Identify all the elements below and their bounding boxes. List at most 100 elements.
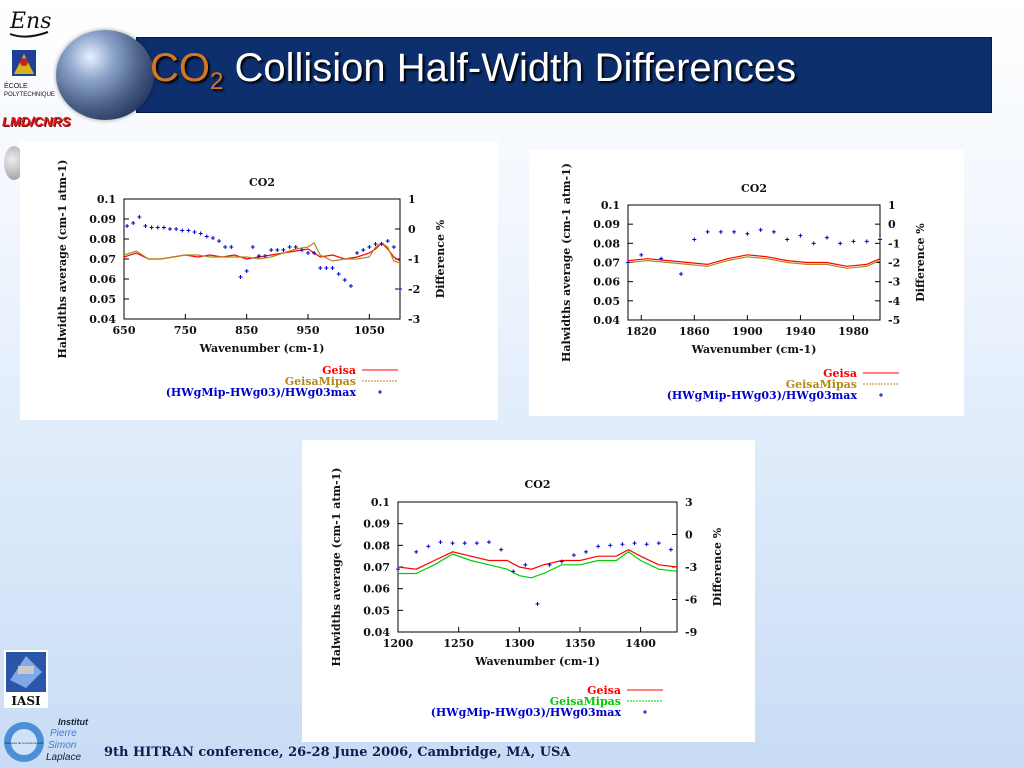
- y-tick-label: 0.09: [363, 518, 390, 531]
- data-point: [620, 542, 625, 547]
- data-point: [771, 229, 776, 234]
- series-line-1: [398, 551, 678, 579]
- ens-logo-text: Ens: [9, 9, 52, 34]
- y2-axis-label: Difference %: [434, 219, 447, 298]
- series-line-0: [397, 549, 678, 570]
- ipsl-simon: Simon: [48, 740, 77, 751]
- data-point: [705, 229, 710, 234]
- data-point: [348, 284, 353, 288]
- data-point: [168, 227, 172, 231]
- x-tick-label: 1300: [504, 637, 535, 650]
- y2-tick-label: -2: [888, 257, 900, 270]
- data-point: [758, 227, 763, 232]
- data-point: [373, 242, 378, 246]
- data-point: [659, 256, 664, 261]
- y-tick-label: 0.1: [371, 496, 390, 509]
- y-tick-label: 0.08: [89, 233, 116, 246]
- data-point: [355, 251, 360, 255]
- data-point: [547, 562, 552, 567]
- y2-tick-label: -9: [685, 626, 697, 639]
- ens-logo: Ens: [9, 9, 52, 38]
- y-tick-label: 0.06: [363, 583, 390, 596]
- y-tick-label: 0.04: [89, 313, 116, 326]
- y-tick-label: 0.08: [593, 237, 620, 250]
- y-tick-label: 0.07: [363, 561, 390, 574]
- ecole-text: ÉCOLE: [4, 81, 28, 90]
- y2-tick-label: -3: [408, 313, 420, 326]
- data-point: [306, 251, 310, 255]
- series-line-1: [627, 256, 881, 269]
- ipsl-logo: Sciences de l'environnement Institut Pie…: [4, 717, 89, 763]
- y2-tick-label: 3: [685, 496, 693, 509]
- y-tick-label: 0.04: [593, 314, 620, 327]
- y-tick-label: 0.05: [363, 604, 390, 617]
- data-point: [584, 549, 589, 554]
- y2-tick-label: -3: [685, 561, 697, 574]
- ipsl-badge-text: Sciences de l'environnement: [5, 741, 43, 745]
- data-point: [256, 254, 261, 258]
- legend-swatch-2: [879, 393, 883, 397]
- data-point: [559, 559, 564, 564]
- y-tick-label: 0.06: [89, 273, 116, 286]
- data-point: [269, 248, 274, 252]
- chart-panel-1: CO2 650 750 850 950 1050 0.04 0.05 0.06 0.07 0.08 0…: [20, 141, 498, 420]
- data-point: [281, 248, 286, 252]
- data-point: [596, 544, 601, 549]
- data-point: [798, 233, 803, 238]
- y2-tick-label: 0: [888, 218, 896, 231]
- x-axis-label: Wavenumber (cm-1): [199, 342, 325, 355]
- data-point: [398, 287, 402, 291]
- data-point: [324, 266, 329, 270]
- legend-label-1: GeisaMipas: [285, 375, 356, 388]
- x-tick-label: 1900: [732, 325, 763, 338]
- iasi-logo: IASI: [4, 650, 48, 708]
- data-point: [342, 278, 347, 282]
- data-point: [192, 230, 197, 234]
- series-line-1: [123, 242, 401, 264]
- legend-label-2: (HWgMip-HWg03)/HWg03max: [166, 386, 357, 399]
- x-axis-label: Wavenumber (cm-1): [474, 655, 600, 668]
- institute-logo-small: [4, 146, 24, 180]
- data-point: [474, 541, 479, 546]
- data-point: [878, 237, 882, 242]
- ipsl-institut: Institut: [58, 717, 89, 727]
- data-point: [263, 254, 268, 258]
- data-point: [535, 601, 540, 606]
- data-point: [312, 251, 317, 255]
- y2-tick-label: -3: [888, 276, 900, 289]
- data-point: [318, 266, 323, 270]
- data-point: [462, 541, 467, 546]
- x-tick-label: 850: [235, 324, 258, 337]
- data-point: [149, 225, 154, 230]
- chart-2: CO2 1820 1860 1900 1940 1980 0.04 0.05 0.06 0.07 0…: [560, 163, 927, 402]
- y-tick-label: 0.08: [363, 539, 390, 552]
- data-point: [668, 547, 673, 552]
- iasi-text: IASI: [11, 694, 41, 708]
- data-point: [137, 215, 142, 219]
- legend-label-0: Geisa: [823, 367, 857, 380]
- y-axis-label: Halwidths average (cm-1 atm-1): [330, 468, 343, 667]
- data-point: [732, 229, 737, 234]
- data-point: [523, 562, 528, 567]
- globe-icon: [56, 30, 154, 120]
- data-point: [155, 225, 160, 230]
- title-bar: [136, 37, 992, 113]
- chart-1: CO2 650 750 850 950 1050 0.04 0.05 0.06 0.07 0.08 0…: [56, 160, 447, 399]
- chart-3: CO2 1200 1250 1300 1350 1400 0.04 0.05 0.06 0.07 0…: [330, 468, 724, 719]
- legend-label-0: Geisa: [587, 684, 621, 697]
- y2-axis-label: Difference %: [711, 527, 724, 606]
- data-point: [718, 229, 723, 234]
- data-point: [174, 227, 179, 231]
- ecole-polytechnique-logo: ÉCOLE POLYTECHNIQUE: [4, 50, 55, 98]
- x-axis-label: Wavenumber (cm-1): [691, 343, 817, 356]
- data-point: [838, 241, 843, 246]
- x-tick-label: 1860: [679, 325, 710, 338]
- data-point: [367, 245, 372, 249]
- data-point: [811, 241, 816, 246]
- data-point: [396, 567, 400, 572]
- x-tick-label: 750: [174, 324, 197, 337]
- y2-tick-label: -6: [685, 594, 698, 607]
- polytechnique-text: POLYTECHNIQUE: [4, 92, 55, 98]
- data-point: [608, 543, 613, 548]
- data-point: [198, 231, 203, 236]
